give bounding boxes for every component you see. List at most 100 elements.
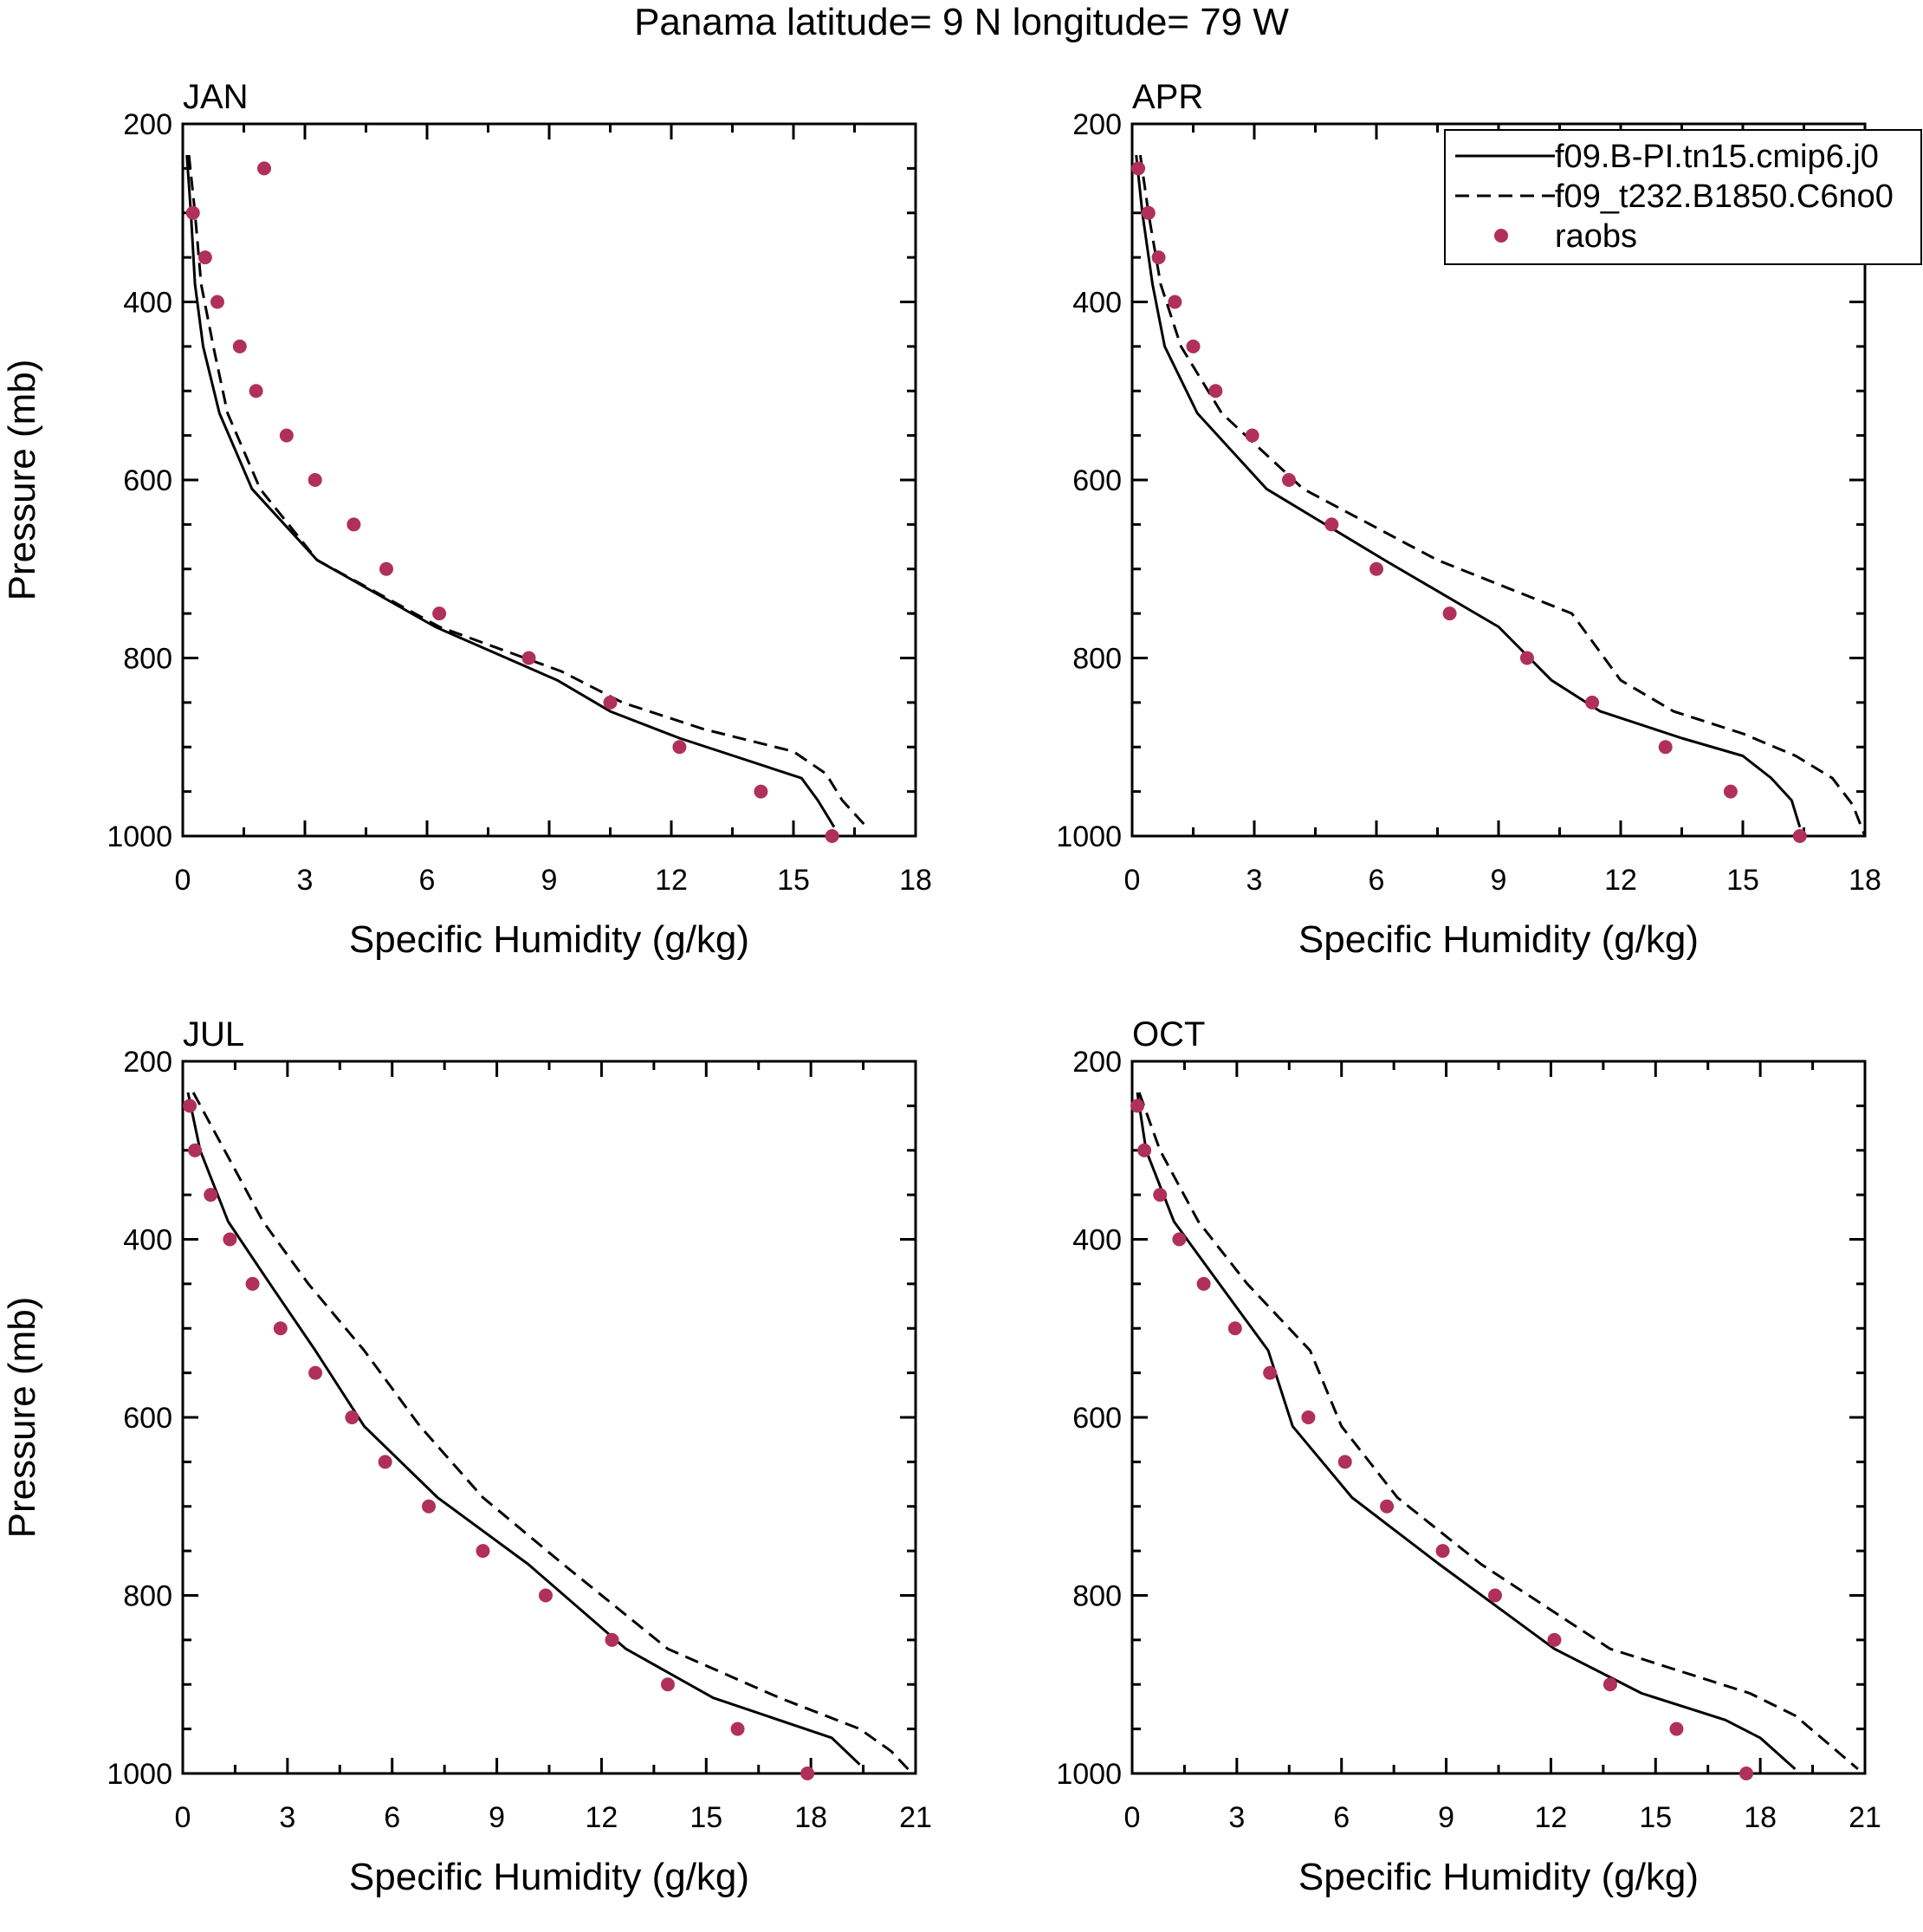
- y-tick-label: 200: [1072, 1046, 1122, 1079]
- data-point-raobs: [1669, 1721, 1684, 1736]
- y-tick-label: 1000: [1056, 1758, 1122, 1791]
- data-point-raobs: [1131, 161, 1146, 176]
- series-line-dashed: [191, 1092, 914, 1775]
- data-point-raobs: [603, 695, 618, 710]
- y-tick-label: 600: [1072, 1402, 1122, 1435]
- data-point-raobs: [1172, 1232, 1187, 1247]
- data-point-raobs: [1380, 1499, 1395, 1514]
- y-tick-label: 600: [1072, 464, 1122, 497]
- panel-oct: OCT 0 3 6 9 12 15 18 21 200 400 600 800 1000 Specific …: [1056, 1015, 1881, 1898]
- y-axis-label: Pressure (mb): [1, 360, 43, 601]
- series-line-solid: [1136, 1092, 1797, 1771]
- data-point-raobs: [1263, 1365, 1278, 1380]
- y-tick-label: 800: [1072, 643, 1122, 676]
- x-tick-label: 3: [297, 864, 314, 897]
- data-point-raobs: [1792, 829, 1807, 843]
- x-tick-label: 9: [1491, 864, 1507, 897]
- data-point-raobs: [204, 1188, 218, 1203]
- legend-marker-raobs: [1494, 229, 1508, 243]
- x-tick-label: 0: [175, 1801, 191, 1834]
- x-tick-label: 15: [777, 864, 810, 897]
- data-point-raobs: [1519, 651, 1534, 665]
- x-axis-label: Specific Humidity (g/kg): [1298, 918, 1699, 961]
- x-tick-label: 0: [1124, 1801, 1141, 1834]
- x-tick-label: 9: [489, 1801, 505, 1834]
- x-tick-label: 15: [1639, 1801, 1672, 1834]
- data-point-raobs: [476, 1544, 490, 1559]
- x-tick-label: 6: [1333, 1801, 1350, 1834]
- data-point-raobs: [422, 1499, 437, 1514]
- panel-title: OCT: [1132, 1015, 1205, 1054]
- data-point-raobs: [605, 1632, 619, 1647]
- x-tick-label: 15: [1726, 864, 1759, 897]
- data-point-raobs: [800, 1767, 815, 1780]
- data-point-raobs: [1186, 339, 1201, 353]
- panel-jul: JUL 0 3 6 9 12 15 18 21 200 400 600 800 1000 Specific …: [1, 1015, 932, 1898]
- data-point-raobs: [346, 517, 361, 532]
- x-tick-label: 15: [690, 1801, 722, 1834]
- data-point-raobs: [1301, 1410, 1316, 1424]
- panel-title: APR: [1132, 78, 1203, 116]
- x-tick-label: 6: [419, 864, 436, 897]
- data-point-raobs: [660, 1677, 675, 1692]
- x-tick-label: 18: [1744, 1801, 1777, 1834]
- data-point-raobs: [223, 1232, 237, 1247]
- data-point-raobs: [1324, 517, 1339, 532]
- data-point-raobs: [672, 740, 687, 755]
- x-tick-label: 12: [586, 1801, 618, 1834]
- x-tick-label: 3: [279, 1801, 295, 1834]
- x-axis-label: Specific Humidity (g/kg): [349, 918, 749, 961]
- panel-apr: APR 0 3 6 9 12 15 18 200 400 600 800 1000 Specific Hu…: [1056, 78, 1881, 961]
- data-point-raobs: [1435, 1544, 1450, 1559]
- data-point-raobs: [378, 1455, 392, 1469]
- x-tick-label: 18: [1849, 864, 1881, 897]
- panel-title: JUL: [183, 1015, 244, 1054]
- data-point-raobs: [1130, 1099, 1145, 1113]
- data-point-raobs: [1585, 695, 1600, 710]
- y-tick-label: 1000: [1056, 820, 1122, 853]
- data-point-raobs: [1739, 1767, 1754, 1780]
- data-point-raobs: [1208, 384, 1223, 399]
- data-point-raobs: [1487, 1588, 1502, 1603]
- data-point-raobs: [1369, 561, 1383, 576]
- data-point-raobs: [245, 1276, 260, 1291]
- y-axis-label: Pressure (mb): [1, 1297, 43, 1539]
- data-point-raobs: [185, 205, 200, 220]
- data-point-raobs: [210, 295, 224, 309]
- legend-label: f09_t232.B1850.C6no0: [1555, 178, 1894, 215]
- data-point-raobs: [432, 606, 447, 621]
- data-point-raobs: [1153, 1188, 1168, 1203]
- data-point-raobs: [279, 428, 294, 443]
- y-tick-label: 600: [123, 1402, 172, 1435]
- data-point-raobs: [1658, 740, 1673, 755]
- x-tick-label: 3: [1246, 864, 1263, 897]
- x-tick-label: 18: [794, 1801, 827, 1834]
- x-tick-label: 12: [655, 864, 688, 897]
- y-tick-label: 800: [123, 643, 172, 676]
- panel-title: JAN: [183, 78, 249, 116]
- x-tick-label: 18: [899, 864, 932, 897]
- x-tick-label: 6: [1369, 864, 1385, 897]
- data-point-raobs: [1137, 1143, 1152, 1157]
- data-point-raobs: [257, 161, 271, 176]
- data-point-raobs: [1723, 784, 1738, 799]
- data-point-raobs: [232, 339, 247, 353]
- x-tick-label: 6: [384, 1801, 400, 1834]
- x-tick-label: 21: [1849, 1801, 1881, 1834]
- y-tick-label: 800: [123, 1580, 172, 1613]
- panels: JAN 0 3 6 9 12 15 18 200 400 600 800 1000 Specific Hu…: [1, 78, 1922, 1898]
- y-tick-label: 600: [123, 464, 172, 497]
- series-line-dashed: [1137, 1092, 1859, 1771]
- data-point-raobs: [183, 1099, 197, 1113]
- data-point-raobs: [1547, 1632, 1562, 1647]
- data-point-raobs: [730, 1721, 745, 1736]
- data-point-raobs: [1151, 250, 1166, 265]
- y-tick-label: 200: [123, 108, 172, 141]
- y-tick-label: 400: [123, 287, 172, 320]
- data-point-raobs: [1168, 295, 1182, 309]
- data-point-raobs: [273, 1321, 288, 1336]
- y-tick-label: 200: [1072, 108, 1122, 141]
- x-axis-label: Specific Humidity (g/kg): [1298, 1856, 1699, 1898]
